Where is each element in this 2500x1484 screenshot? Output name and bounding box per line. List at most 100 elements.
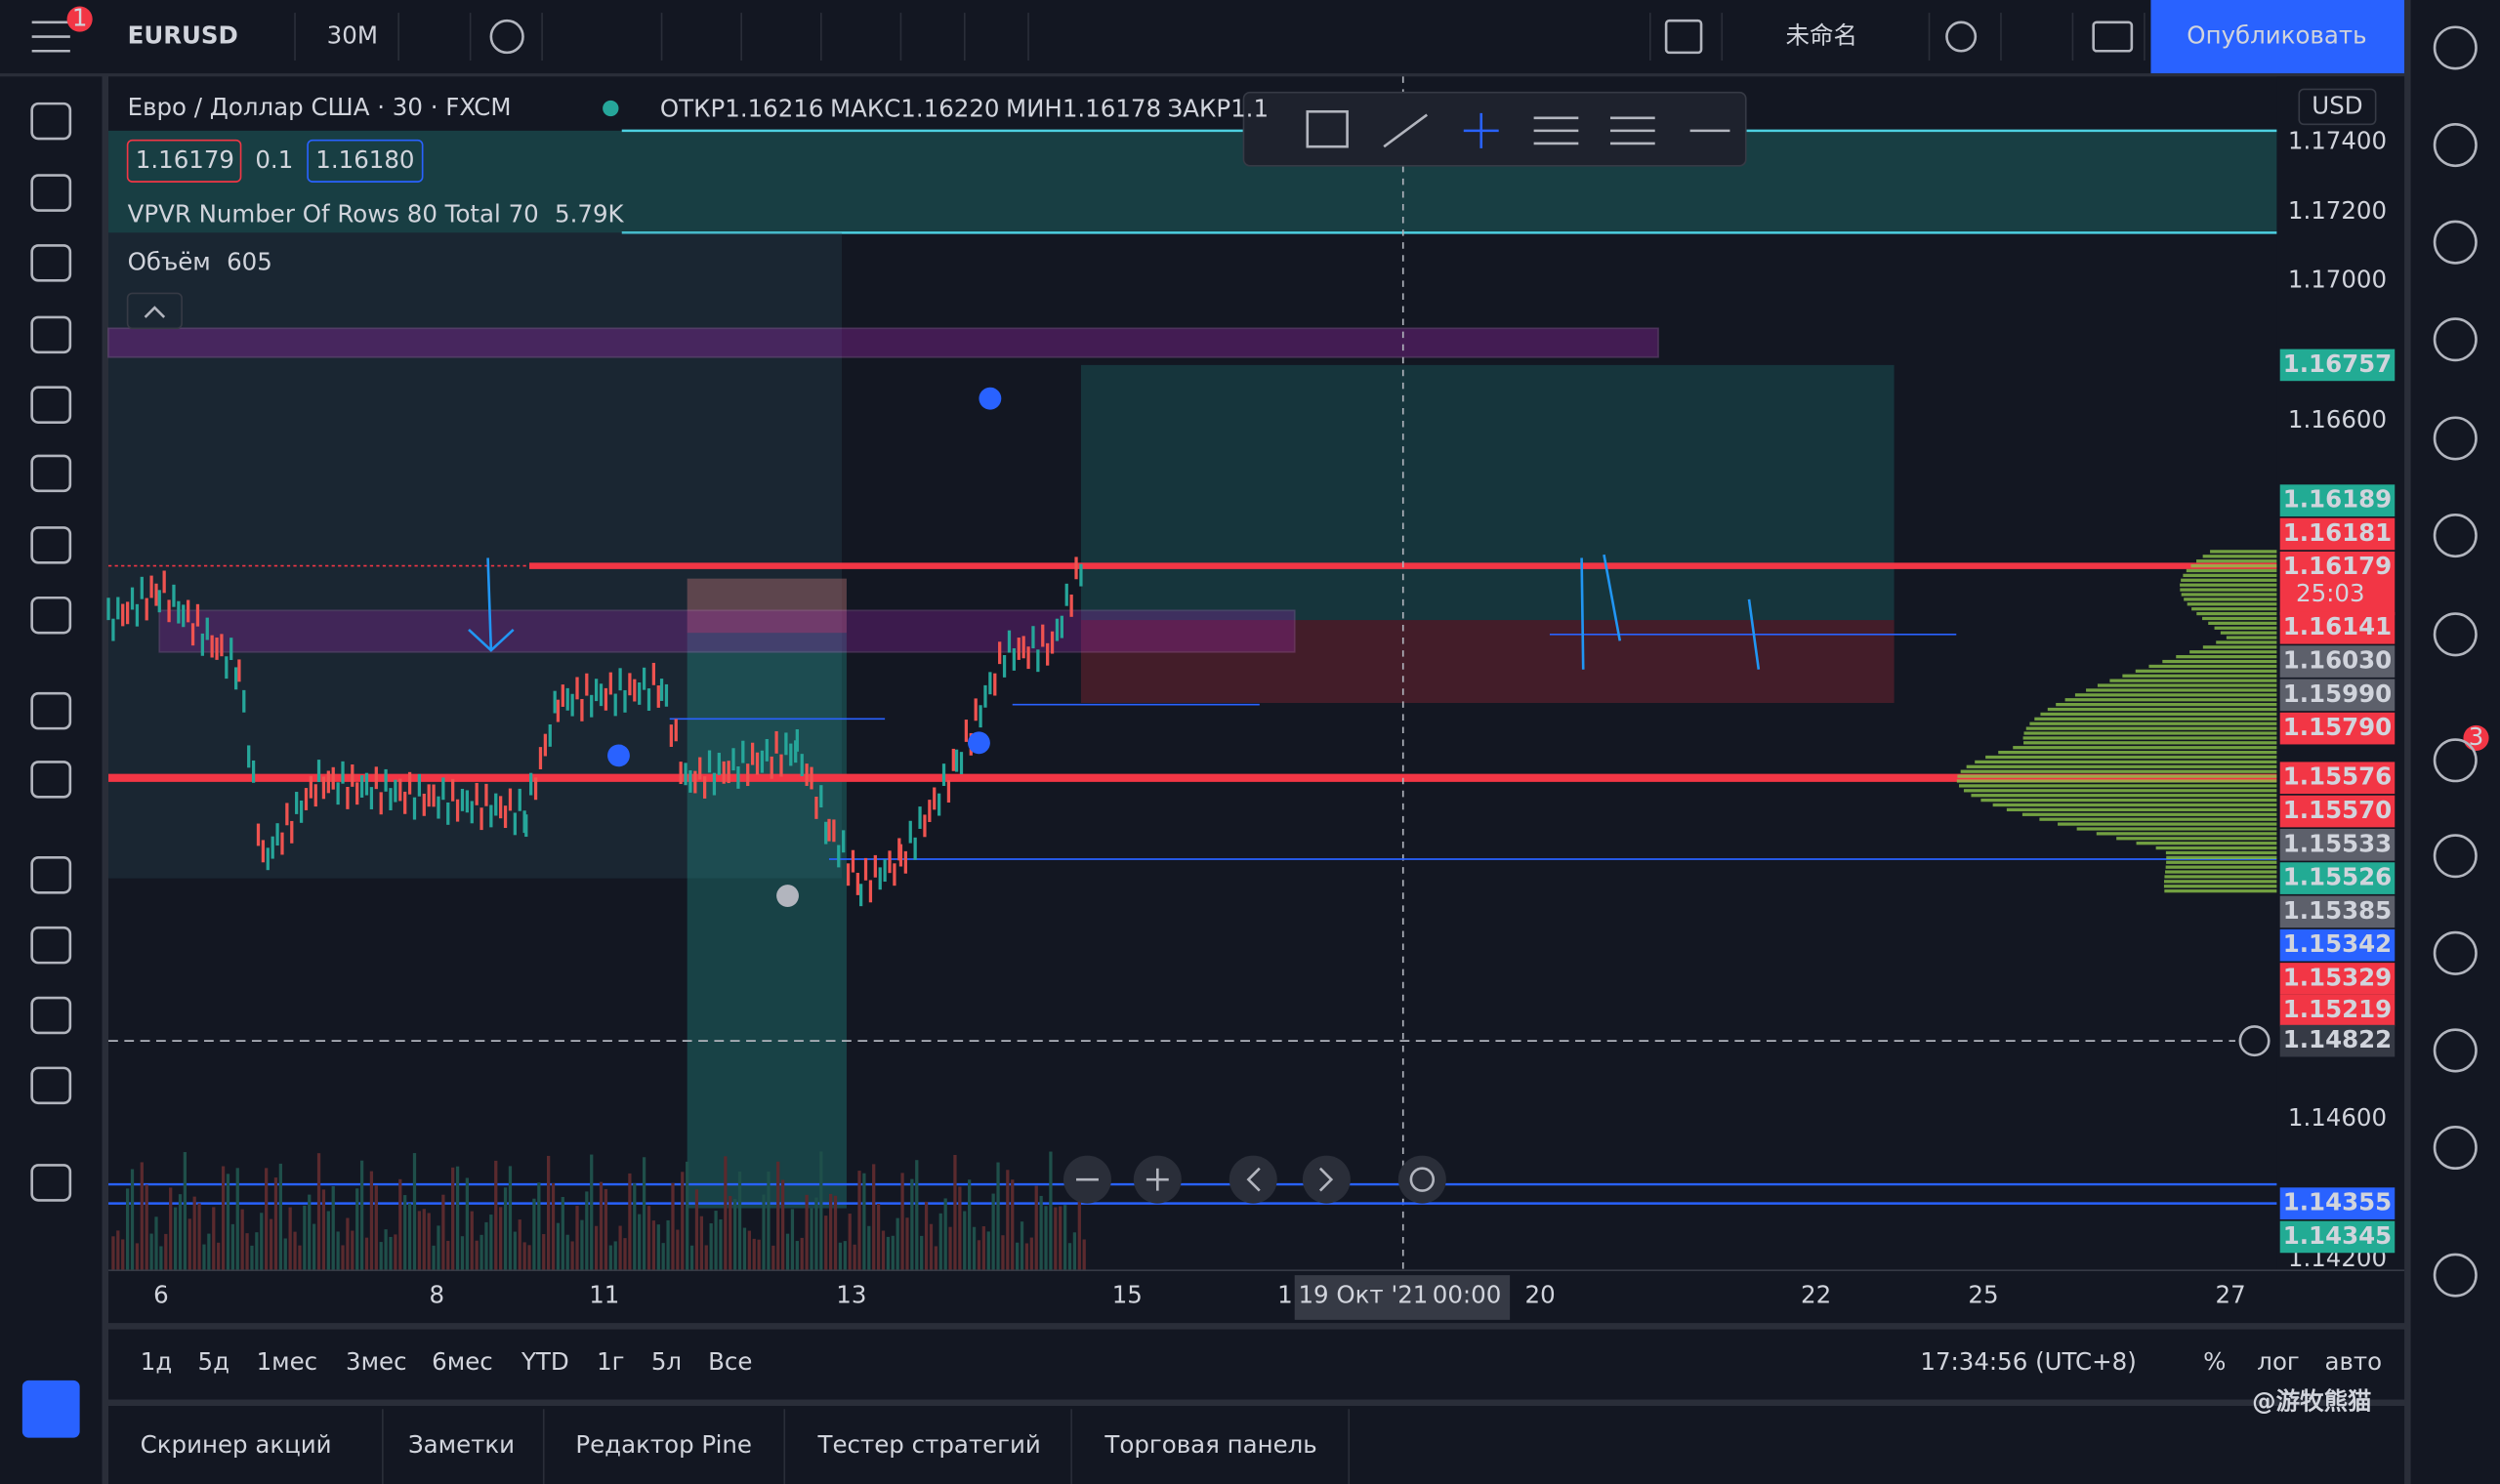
scroll-right[interactable] <box>1302 1155 1351 1204</box>
volume-bar <box>532 1198 536 1271</box>
volume-bar <box>326 1211 330 1271</box>
sidebar-icon[interactable] <box>2433 612 2478 657</box>
symbol[interactable]: EURUSD <box>128 21 238 50</box>
scroll-left[interactable] <box>1229 1155 1277 1204</box>
tool-icon[interactable] <box>30 761 72 799</box>
sidebar-icon[interactable] <box>2433 834 2478 879</box>
ask-box[interactable] <box>307 139 424 183</box>
alert-icon[interactable] <box>607 744 630 767</box>
tool-icon[interactable] <box>30 174 72 212</box>
bottom-tab[interactable]: Заметки <box>408 1430 515 1459</box>
volume-bar <box>671 1182 675 1271</box>
log-toggle[interactable]: лог <box>2257 1347 2299 1376</box>
compare-button[interactable] <box>489 19 524 55</box>
arrow-drawing <box>468 557 515 652</box>
volume-bar <box>250 1245 254 1271</box>
volume-bar <box>470 1211 474 1271</box>
range-button[interactable]: 1мес <box>257 1347 318 1376</box>
currency[interactable]: USD <box>2312 91 2362 119</box>
tool-icon[interactable] <box>30 315 72 354</box>
tool-icon[interactable] <box>30 926 72 965</box>
profile-row <box>2180 583 2277 587</box>
range-button[interactable]: 5д <box>198 1347 229 1376</box>
volume-bar <box>398 1178 402 1271</box>
range-button[interactable]: Все <box>708 1347 752 1376</box>
profile-row <box>2176 655 2277 659</box>
alert-icon[interactable] <box>968 731 990 755</box>
volume-bar <box>364 1237 369 1271</box>
sidebar-icon[interactable] <box>2433 123 2478 168</box>
range-button[interactable]: 5л <box>651 1347 682 1376</box>
tool-button[interactable] <box>1463 112 1499 148</box>
price-label: 1.16179 <box>2283 552 2392 580</box>
volume-bar <box>494 1160 498 1271</box>
range-button[interactable]: 3мес <box>346 1347 407 1376</box>
profile-row <box>2025 726 2277 730</box>
sidebar-icon[interactable] <box>2433 1125 2478 1171</box>
sidebar-icon[interactable] <box>2433 930 2478 975</box>
volume-bar <box>963 1211 967 1271</box>
sidebar-icon[interactable] <box>2433 1253 2478 1298</box>
range-button[interactable]: 1д <box>141 1347 173 1376</box>
percent-toggle[interactable]: % <box>2203 1347 2226 1376</box>
reset[interactable] <box>1397 1155 1446 1204</box>
tool-icon[interactable] <box>30 1066 72 1105</box>
tool-icon[interactable] <box>30 856 72 894</box>
tool-button[interactable] <box>1609 116 1655 145</box>
volume-bar <box>771 1245 775 1271</box>
bottom-tab[interactable]: Торговая панель <box>1104 1430 1316 1459</box>
tool-icon[interactable] <box>30 386 72 424</box>
favorites-button[interactable] <box>21 1380 80 1438</box>
publish-button[interactable] <box>2150 0 2405 74</box>
alert-icon[interactable] <box>776 885 799 907</box>
range-button[interactable]: YTD <box>521 1347 569 1376</box>
sidebar-icon[interactable] <box>2433 25 2478 70</box>
price-label: 1.15990 <box>2283 680 2392 708</box>
auto-toggle[interactable]: авто <box>2324 1347 2382 1376</box>
volume-bar <box>178 1194 183 1271</box>
chart-name[interactable]: 未命名 <box>1786 21 1857 50</box>
sidebar-icon[interactable] <box>2433 1028 2478 1073</box>
sidebar-icon[interactable] <box>2433 317 2478 362</box>
snapshot-button[interactable] <box>2092 21 2134 53</box>
price-tick: 1.17000 <box>2288 265 2387 293</box>
tool-button[interactable] <box>1306 109 1349 148</box>
tool-icon[interactable] <box>30 102 72 141</box>
sidebar-icon[interactable] <box>2433 416 2478 461</box>
menu-button[interactable] <box>31 21 70 53</box>
range-button[interactable]: 6мес <box>432 1347 493 1376</box>
tool-icon[interactable] <box>30 454 72 493</box>
collapse-button[interactable] <box>126 292 183 330</box>
interval[interactable]: 30M <box>327 21 378 50</box>
tool-icon[interactable] <box>30 1164 72 1202</box>
tool-icon[interactable] <box>30 526 72 564</box>
nav-glyphs <box>1076 1167 1334 1192</box>
alert-icon[interactable] <box>979 387 1002 410</box>
volume-bar <box>260 1213 264 1271</box>
price-label-bg <box>2279 551 2396 616</box>
sidebar-icon[interactable] <box>2433 220 2478 265</box>
range-button[interactable]: 1г <box>597 1347 624 1376</box>
volume-bar <box>666 1219 670 1271</box>
tool-icon[interactable] <box>30 596 72 635</box>
tool-icon[interactable] <box>30 244 72 282</box>
tool-icon[interactable] <box>30 996 72 1035</box>
tool-button[interactable] <box>1383 113 1429 148</box>
tool-icon[interactable] <box>30 691 72 730</box>
bid-box[interactable] <box>126 139 242 183</box>
price-tick: 1.14600 <box>2288 1103 2387 1132</box>
currency-button[interactable] <box>2298 88 2377 126</box>
sidebar-icon[interactable] <box>2433 738 2478 783</box>
price-tick: 1.17200 <box>2288 196 2387 225</box>
sidebar-icon[interactable] <box>2433 514 2478 558</box>
volume-bar <box>298 1245 302 1271</box>
tool-button[interactable] <box>1533 116 1579 145</box>
volume-bar <box>336 1231 340 1271</box>
profile-row <box>2180 588 2277 592</box>
add-alert[interactable] <box>2238 1025 2271 1057</box>
bottom-tab[interactable]: Скринер акций <box>141 1430 332 1459</box>
bottom-tab[interactable]: Тестер стратегий <box>817 1430 1041 1459</box>
bottom-tab[interactable]: Редактор Pine <box>575 1430 752 1459</box>
settings-button[interactable] <box>1945 21 1978 53</box>
layout-button[interactable] <box>1664 19 1703 55</box>
